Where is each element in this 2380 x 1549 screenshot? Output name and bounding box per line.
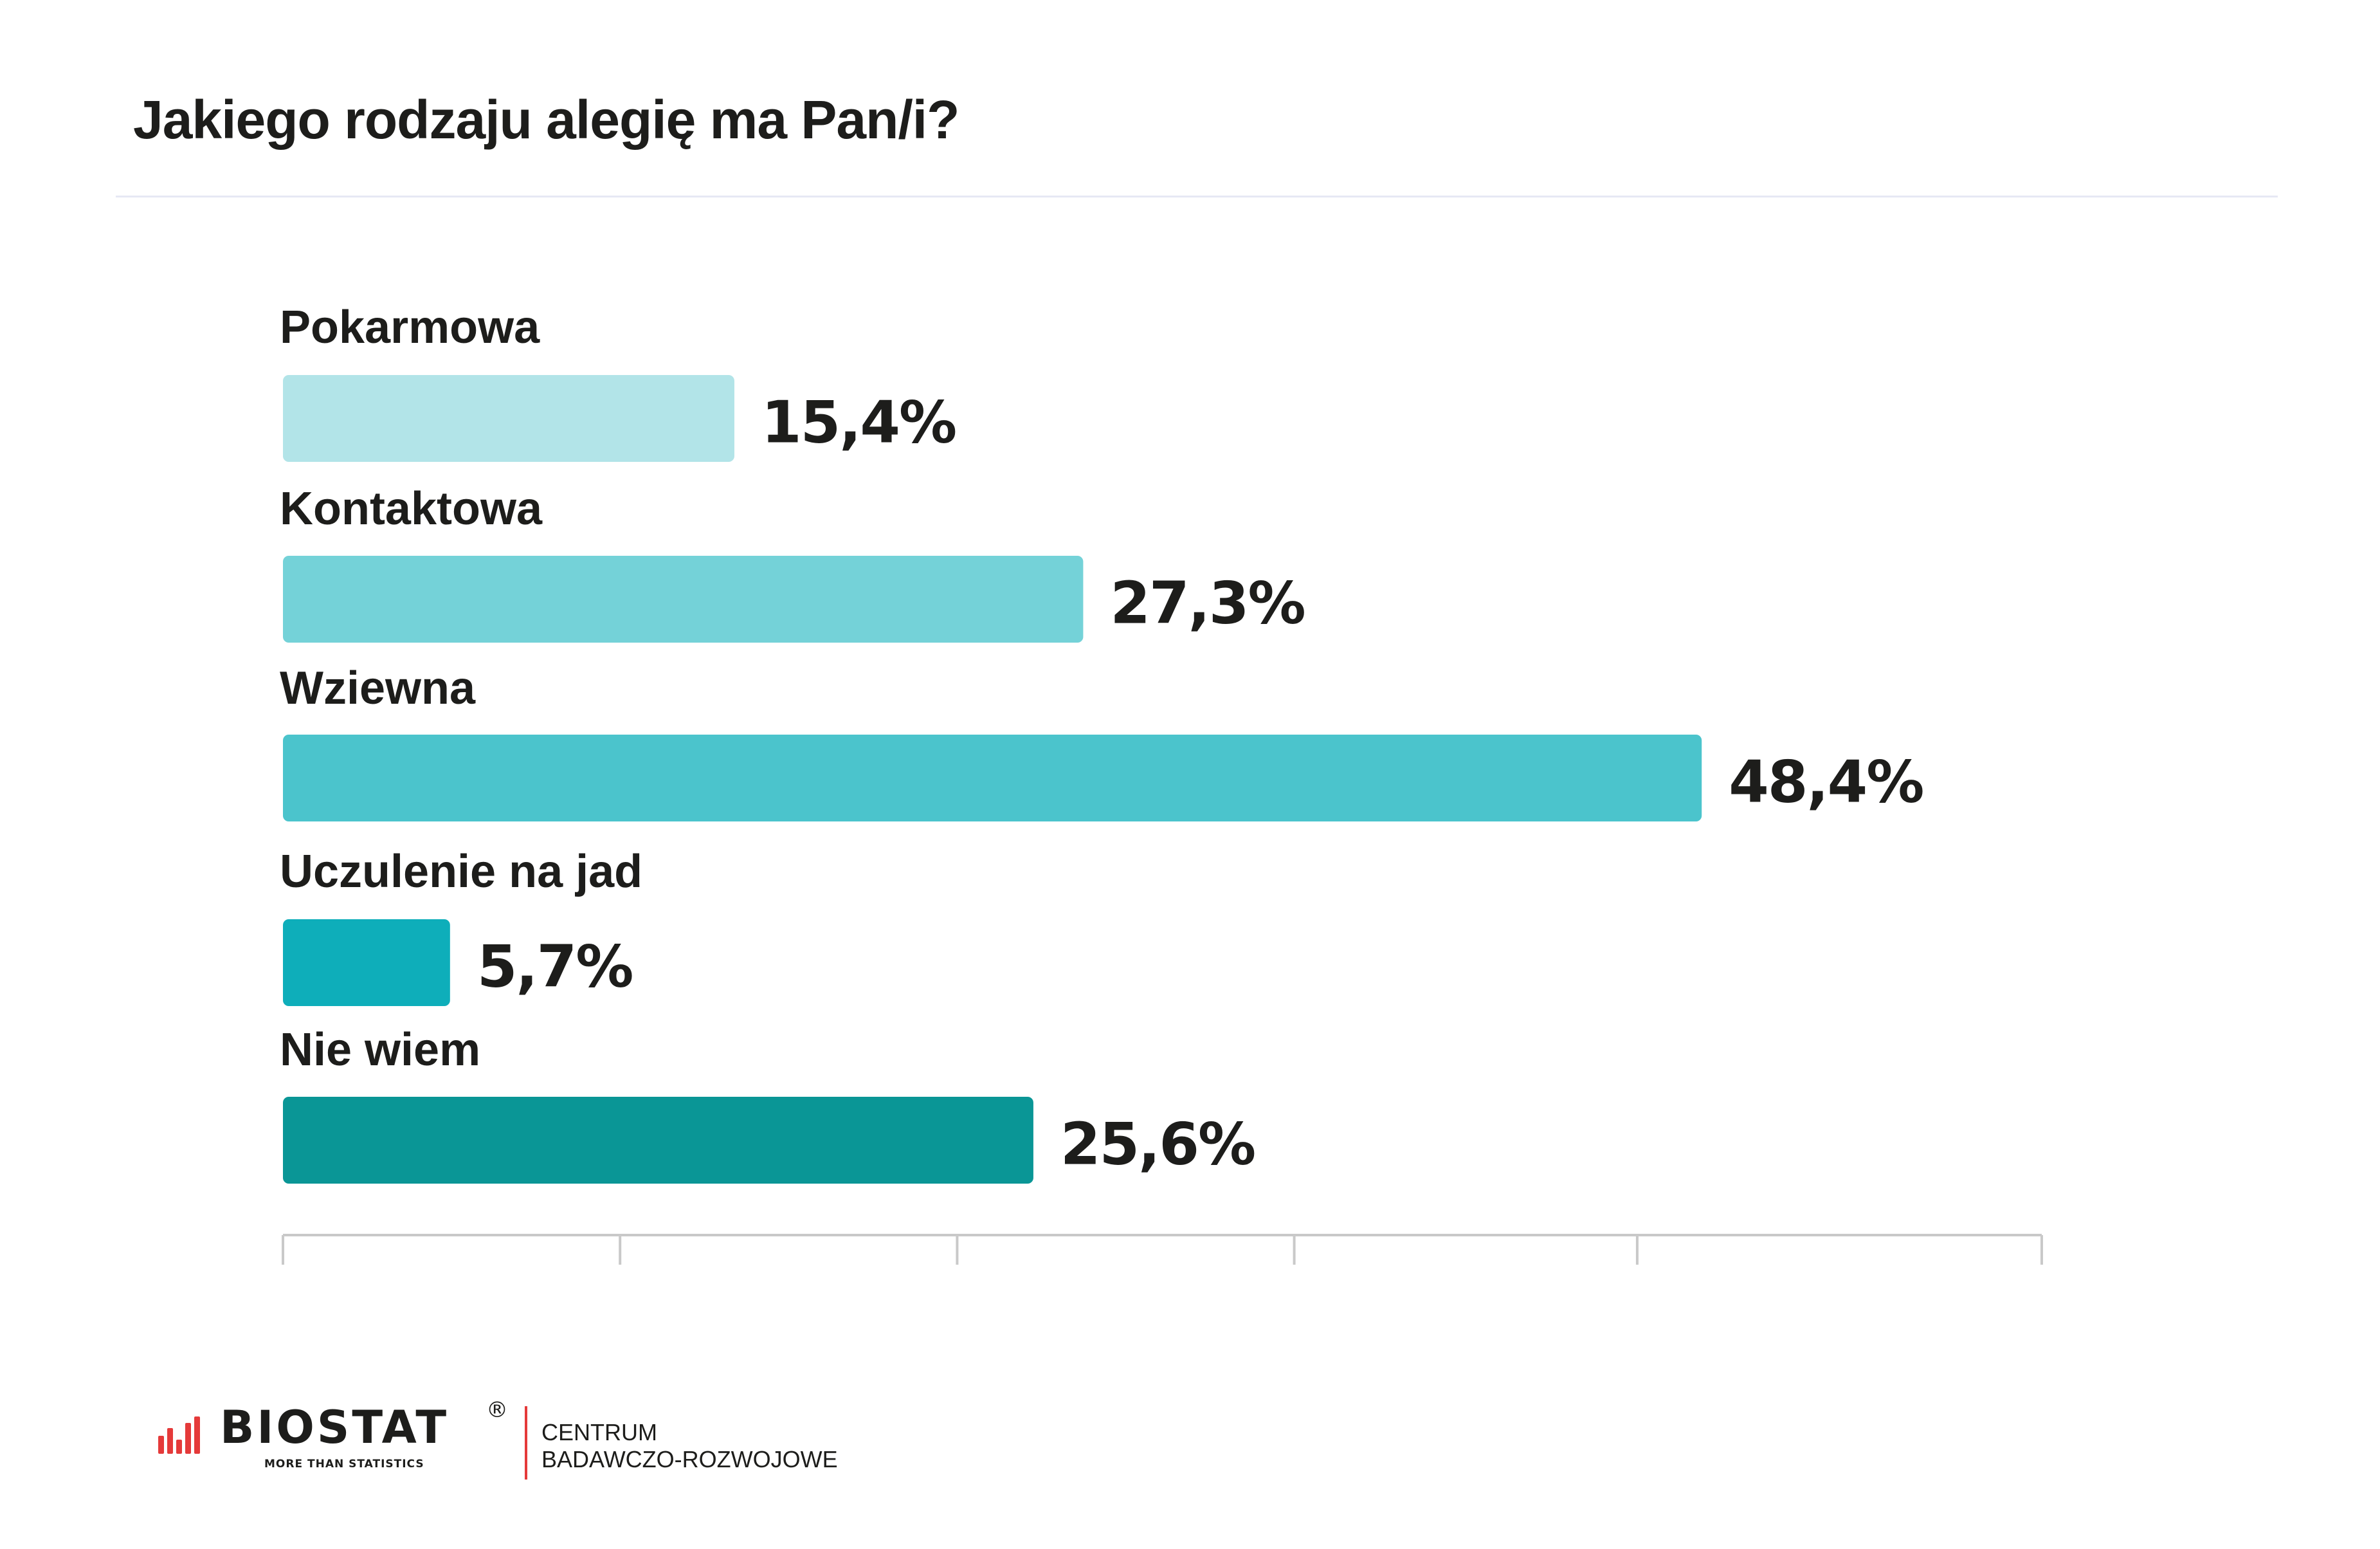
category-label: Pokarmowa xyxy=(280,302,540,353)
organization-name: CENTRUM BADAWCZO-ROZWOJOWE xyxy=(541,1419,838,1473)
organization-line-1: CENTRUM xyxy=(541,1419,657,1445)
footer-branding: BIOSTAT ® MORE THAN STATISTICS CENTRUM B… xyxy=(158,1397,930,1480)
value-label: 15,4% xyxy=(761,389,956,457)
category-label: Nie wiem xyxy=(280,1024,480,1076)
bar xyxy=(283,919,450,1006)
brand-logo-text: BIOSTAT xyxy=(220,1401,450,1454)
title-divider xyxy=(116,196,2278,197)
organization-line-2: BADAWCZO-ROZWOJOWE xyxy=(541,1446,838,1472)
bar xyxy=(283,375,734,462)
bar xyxy=(283,556,1084,643)
value-label: 48,4% xyxy=(1729,749,1923,816)
value-label: 25,6% xyxy=(1060,1111,1255,1178)
brand-tagline: MORE THAN STATISTICS xyxy=(264,1458,424,1471)
chart-title: Jakiego rodzaju alegię ma Pan/i? xyxy=(133,89,959,150)
value-label: 5,7% xyxy=(477,933,633,1001)
category-label: Uczulenie na jad xyxy=(280,846,642,897)
value-label: 27,3% xyxy=(1110,570,1304,637)
bar-signal-icon xyxy=(158,1416,200,1454)
category-label: Kontaktowa xyxy=(280,483,543,535)
bar xyxy=(283,735,1702,821)
footer-divider xyxy=(525,1406,527,1480)
category-label: Wziewna xyxy=(280,663,476,714)
registered-mark: ® xyxy=(486,1397,508,1423)
bar xyxy=(283,1097,1033,1184)
